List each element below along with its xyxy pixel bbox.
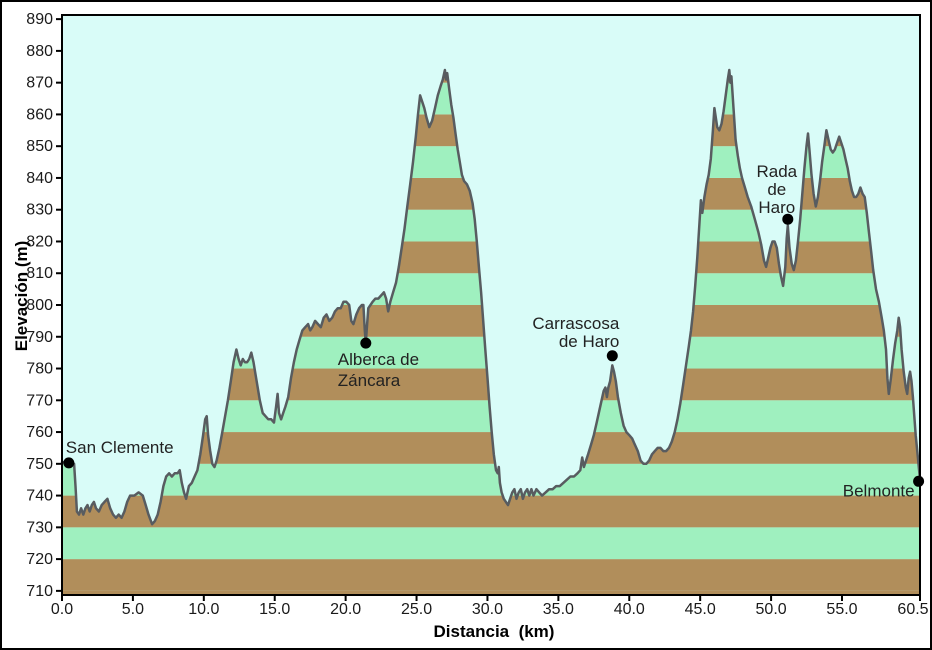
y-axis-tick-label: 880 [26, 43, 53, 60]
x-axis-tick-label: 55.0 [826, 601, 857, 618]
y-axis-tick-label: 810 [26, 265, 53, 282]
chart-layer: 0.0 5.0 10.0 15.0 20.0 25.0 30.0 35.0 40.0 45.0 50… [26, 11, 928, 618]
marker-san-clemente: San Clemente [63, 438, 174, 469]
marker-dot [606, 350, 618, 362]
y-axis-title: Elevación (m) [12, 241, 31, 352]
marker-dot [782, 213, 794, 225]
marker-label: Belmonte [843, 481, 915, 500]
x-axis-tick-label: 5.0 [122, 601, 144, 618]
x-axis-tick-label: 20.0 [330, 601, 361, 618]
y-axis-tick-label: 770 [26, 392, 53, 409]
y-axis-tick-label: 720 [26, 551, 53, 568]
elevation-band [62, 527, 920, 560]
y-axis-tick-label: 870 [26, 75, 53, 92]
y-axis-tick-label: 750 [26, 456, 53, 473]
x-axis-tick-label: 40.0 [614, 601, 645, 618]
marker-rada-de-haro: Rada de Haro [756, 162, 798, 225]
y-axis-tick-label: 890 [26, 11, 53, 28]
marker-label: Carrascosa de Haro [532, 314, 619, 351]
x-axis-title: Distancia (km) [434, 622, 555, 641]
y-axis-tick-label: 710 [26, 583, 53, 600]
marker-carrascosa-de-haro: Carrascosa de Haro [532, 314, 620, 362]
marker-label: Alberca de Záncara [338, 350, 419, 390]
elevation-band [62, 495, 920, 528]
marker-belmonte: Belmonte [843, 475, 925, 500]
elevation-band [62, 559, 920, 591]
marker-dot [913, 475, 925, 487]
x-axis-tick-label: 50.0 [756, 601, 787, 618]
y-axis-tick-label: 780 [26, 361, 53, 378]
y-axis-tick-label: 850 [26, 138, 53, 155]
y-axis-tick-label: 800 [26, 297, 53, 314]
x-axis-tick-label: 0.0 [51, 601, 73, 618]
y-axis-tick-label: 760 [26, 424, 53, 441]
marker-dot [360, 337, 372, 349]
elevation-band [62, 463, 920, 496]
y-axis-tick-label: 830 [26, 202, 53, 219]
marker-label: San Clemente [66, 438, 174, 457]
y-axis-tick-label: 840 [26, 170, 53, 187]
x-axis-tick-label: 35.0 [543, 601, 574, 618]
elevation-profile-line [60, 68, 922, 526]
y-axis-tick-label: 740 [26, 488, 53, 505]
y-axis-tick-label: 730 [26, 519, 53, 536]
x-axis-tick-label: 10.0 [188, 601, 219, 618]
y-axis-tick-label: 820 [26, 233, 53, 250]
y-axis-tick-label: 790 [26, 329, 53, 346]
x-axis-tick-label: 30.0 [472, 601, 503, 618]
x-axis-tick-label: 60.5 [897, 601, 928, 618]
x-axis-tick-label: 25.0 [401, 601, 432, 618]
marker-label: Rada de Haro [756, 162, 797, 217]
x-axis-tick-label: 45.0 [685, 601, 716, 618]
x-axis-tick-label: 15.0 [259, 601, 290, 618]
y-axis-tick-label: 860 [26, 106, 53, 123]
elevation-band [62, 590, 920, 595]
marker-alberca-de-z-ncara: Alberca de Záncara [338, 337, 419, 390]
marker-dot [63, 457, 75, 469]
